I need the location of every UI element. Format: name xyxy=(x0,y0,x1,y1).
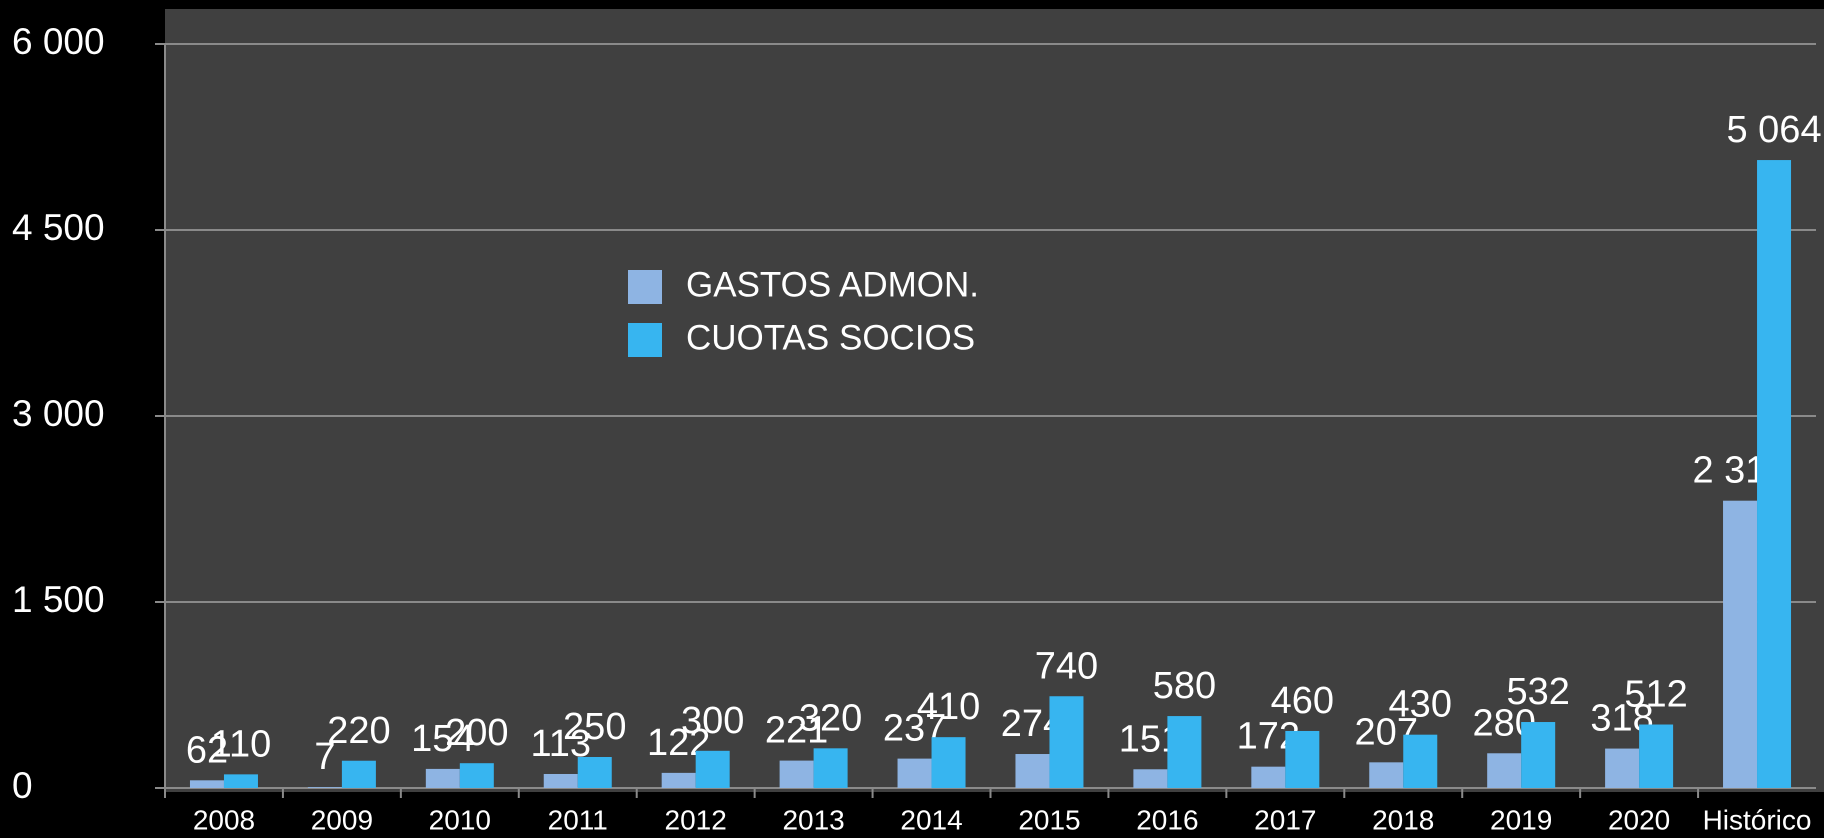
bar xyxy=(577,757,612,788)
data-label: 320 xyxy=(799,697,862,739)
data-label: 5 064 xyxy=(1726,109,1821,151)
x-tick-label: 2017 xyxy=(1254,804,1316,835)
legend-swatch xyxy=(628,323,662,357)
y-tick-label: 4 500 xyxy=(12,207,105,248)
data-label: 410 xyxy=(917,686,980,728)
data-label: 512 xyxy=(1624,674,1687,716)
bar xyxy=(1757,160,1792,789)
bar xyxy=(1487,753,1522,788)
data-label: 110 xyxy=(211,723,272,765)
data-label: 430 xyxy=(1389,684,1452,726)
data-label: 580 xyxy=(1153,665,1216,707)
y-tick-label: 3 000 xyxy=(12,393,105,434)
x-tick-label: 2012 xyxy=(665,804,727,835)
data-label: 300 xyxy=(681,700,744,742)
bar xyxy=(1723,500,1758,788)
bar xyxy=(661,772,696,788)
x-tick-label: 2016 xyxy=(1136,804,1198,835)
data-label: 532 xyxy=(1506,671,1569,713)
x-tick-label: 2008 xyxy=(193,804,255,835)
x-tick-label: 2013 xyxy=(782,804,844,835)
legend-swatch xyxy=(628,270,662,304)
bar xyxy=(1369,762,1404,788)
bar xyxy=(1167,716,1202,788)
bar xyxy=(189,780,224,788)
data-label: 221 xyxy=(765,710,828,752)
data-label: 154 xyxy=(411,718,474,760)
bar xyxy=(1639,724,1674,788)
x-tick-label: 2018 xyxy=(1372,804,1434,835)
y-tick-label: 6 000 xyxy=(12,21,105,62)
bar xyxy=(1251,766,1286,788)
data-label: 220 xyxy=(327,710,390,752)
bar xyxy=(1285,730,1320,788)
plot-area xyxy=(165,9,1824,792)
bar xyxy=(1403,734,1438,788)
bar xyxy=(931,737,966,788)
bar xyxy=(543,773,578,788)
legend-label: GASTOS ADMON. xyxy=(686,265,979,304)
data-label: 200 xyxy=(445,712,508,754)
bar xyxy=(307,787,342,788)
bar xyxy=(425,768,460,788)
data-label: 460 xyxy=(1271,680,1334,722)
x-tick-label: 2020 xyxy=(1608,804,1670,835)
x-tick-label: 2015 xyxy=(1018,804,1080,835)
bar xyxy=(1521,722,1556,788)
y-tick-label: 0 xyxy=(12,765,33,806)
bar xyxy=(223,774,258,788)
bar xyxy=(813,748,848,788)
bar xyxy=(779,760,814,788)
data-label: 62 xyxy=(186,729,228,771)
data-label: 740 xyxy=(1035,645,1098,687)
x-tick-label: 2014 xyxy=(900,804,962,835)
bar xyxy=(897,758,932,788)
x-tick-label: 2009 xyxy=(311,804,373,835)
x-tick-label: Histórico xyxy=(1703,804,1812,835)
bar xyxy=(341,760,376,788)
bar xyxy=(1015,754,1050,788)
data-label: 250 xyxy=(563,706,626,748)
bar xyxy=(459,763,494,788)
bar xyxy=(1049,696,1084,788)
bar xyxy=(1605,748,1640,788)
legend-label: CUOTAS SOCIOS xyxy=(686,318,975,357)
bar xyxy=(1133,769,1168,788)
data-label: 7 xyxy=(314,736,335,778)
y-tick-label: 1 500 xyxy=(12,579,105,620)
x-tick-label: 2019 xyxy=(1490,804,1552,835)
x-tick-label: 2010 xyxy=(429,804,491,835)
bar xyxy=(695,750,730,788)
x-tick-label: 2011 xyxy=(548,804,608,835)
